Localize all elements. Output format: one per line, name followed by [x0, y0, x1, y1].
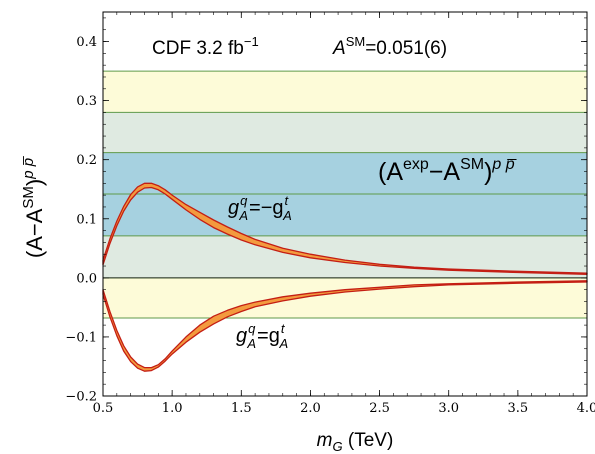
- x-tick-label: 2.0: [300, 401, 321, 416]
- sm-value-label: ASM=0.051(6): [332, 34, 447, 59]
- y-tick-label: 0.0: [76, 271, 97, 286]
- y-tick-label: 0.1: [76, 212, 97, 227]
- y-axis-ticks: −0.2 −0.1 0.0 0.1 0.2 0.3 0.4: [65, 17, 587, 405]
- x-axis-label: mG (TeV): [317, 430, 394, 454]
- x-tick-label: 2.5: [369, 401, 390, 416]
- x-axis-ticks: 0.5 1.0 1.5 2.0 2.5 3.0 3.5 4.0: [93, 12, 595, 416]
- y-axis-label: (A−ASM)p p̅: [20, 156, 47, 259]
- bands-layer: [103, 70, 587, 319]
- experiment-label: CDF 3.2 fb−1: [152, 34, 259, 59]
- x-tick-label: 4.0: [577, 401, 595, 416]
- y-tick-label: 0.3: [76, 94, 97, 109]
- x-tick-label: 1.5: [231, 401, 252, 416]
- y-tick-label: −0.2: [65, 390, 97, 405]
- x-tick-label: 1.0: [162, 401, 183, 416]
- y-tick-label: 0.4: [76, 35, 97, 50]
- plot-frame: [102, 11, 588, 397]
- curve-label-lower: gq A=gt A: [236, 321, 288, 351]
- y-tick-label: 0.2: [76, 153, 97, 168]
- band-label: (Aexp−ASM)p p̅: [378, 156, 517, 186]
- curve-label-upper: gq A=−gt A: [228, 193, 292, 223]
- x-tick-label: 3.5: [508, 401, 529, 416]
- x-tick-label: 3.0: [438, 401, 459, 416]
- x-tick-label: 0.5: [93, 401, 114, 416]
- y-tick-label: −0.1: [65, 330, 97, 345]
